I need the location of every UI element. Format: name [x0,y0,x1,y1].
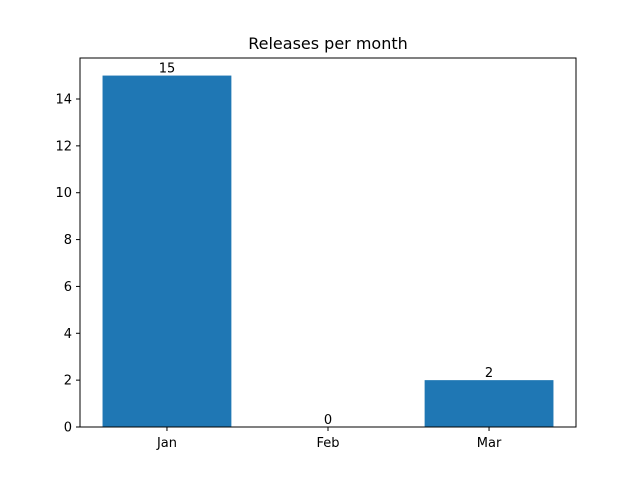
chart-title: Releases per month [248,34,408,53]
y-tick-label-10: 10 [55,186,72,201]
data-label-feb: 0 [324,413,332,428]
plot-frame [79,57,577,428]
x-tick-label-feb: Feb [316,436,339,451]
bars-layer [102,75,554,428]
data-label-jan: 15 [159,62,176,77]
y-tick-label-6: 6 [64,280,72,295]
bar-mar [424,380,554,427]
y-tick-label-12: 12 [55,139,72,154]
x-axis: Jan Feb Mar [156,427,502,451]
data-label-mar: 2 [485,366,493,381]
bar-jan [102,75,232,428]
x-tick-label-jan: Jan [156,436,177,451]
y-tick-label-0: 0 [64,421,72,436]
y-axis: 0 2 4 6 8 10 12 14 [55,93,80,436]
y-tick-label-14: 14 [55,93,72,108]
y-tick-label-2: 2 [64,374,72,389]
x-tick-label-mar: Mar [477,436,502,451]
y-tick-label-4: 4 [64,327,72,342]
y-tick-label-8: 8 [64,233,72,248]
